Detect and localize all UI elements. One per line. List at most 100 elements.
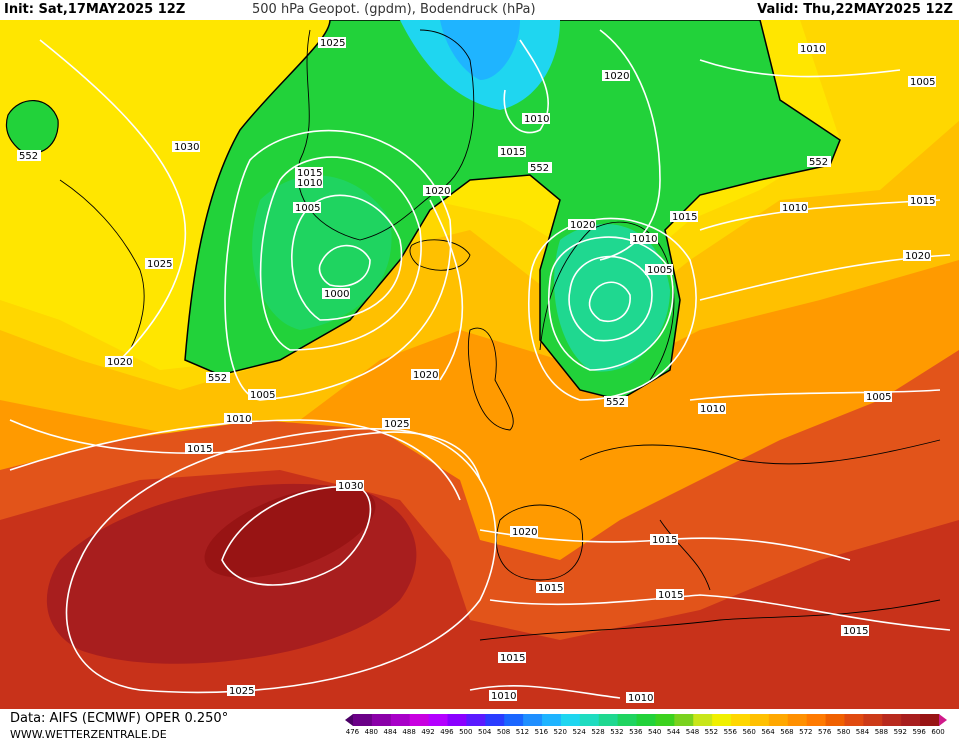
legend-swatch [447,714,467,726]
legend-swatch [409,714,430,726]
isobar-label: 1010 [780,202,808,214]
isobar-label: 1000 [322,288,350,300]
svg-text:1015: 1015 [672,212,697,223]
svg-text:1005: 1005 [295,203,320,214]
legend-swatch [844,714,864,726]
britain-coast [467,327,514,431]
greenland-coast [297,29,475,241]
svg-text:1015: 1015 [910,196,935,207]
legend-arrow-right [939,714,947,726]
legend-tick-label: 520 [553,728,567,736]
isobar-label: 1015 [841,625,869,637]
isobar-label: 1025 [145,258,173,270]
svg-text:1020: 1020 [512,527,537,538]
legend-tick-label: 564 [761,728,775,736]
legend-tick-label: 516 [534,728,549,736]
svg-text:1025: 1025 [320,38,345,49]
isobar-1020-south [9,419,461,501]
legend-tick-label: 588 [874,728,889,736]
isobar-label: 552 [17,150,41,162]
legend-swatch [485,714,505,726]
legend-tick-label: 536 [629,728,643,736]
legend-swatch [371,714,392,726]
isobar-1015 [9,419,481,481]
isobar-label: 1025 [318,37,346,49]
africa-coast [479,599,941,641]
italy-coast [659,519,711,591]
svg-text:1025: 1025 [229,686,254,697]
isobar-label: 1010 [489,690,517,702]
isobar-label: 1020 [903,250,931,262]
svg-text:1005: 1005 [250,390,275,401]
svg-text:1030: 1030 [174,142,199,153]
svg-text:1015: 1015 [500,147,525,158]
legend-tick-label: 504 [477,728,492,736]
isobar-label: 1015 [650,534,678,546]
isobar-label: 1010 [698,403,726,415]
map-canvas: 1025 1010 1020 1010 1005 552 1030 1015 1… [0,20,959,709]
isobar-label: 1020 [411,369,439,381]
legend-swatch [825,714,845,726]
isobar-1000-scand [588,281,631,322]
legend-tick-label: 600 [931,728,945,736]
isobar-label: 1015 [908,195,936,207]
isobar-label: 1020 [510,526,538,538]
legend-tick-label: 540 [648,728,662,736]
svg-text:1010: 1010 [628,693,653,704]
map-header: Init: Sat,17MAY2025 12Z 500 hPa Geopot. … [0,0,959,20]
color-legend [345,714,947,726]
legend-tick-label: 544 [666,728,681,736]
svg-text:1020: 1020 [413,370,438,381]
svg-text:1010: 1010 [297,178,322,189]
legend-tick-label: 576 [818,728,832,736]
legend-swatch [428,714,449,726]
legend-tick-label: 552 [704,728,719,736]
isobar-1010-low [259,156,422,351]
isobar-label: 1015 [656,589,684,601]
map-footer: Data: AIFS (ECMWF) OPER 0.250° WWW.WETTE… [0,709,959,741]
legend-tick-label: 508 [496,728,511,736]
isobar-label: 1010 [295,177,323,189]
labrador-coast [59,179,145,351]
legend-tick-label: 548 [685,728,700,736]
map-title: 500 hPa Geopot. (gpdm), Bodendruck (hPa) [252,2,536,17]
low-green-west [5,100,59,154]
iberia-coast [496,504,584,581]
legend-swatch [731,714,751,726]
init-time: Init: Sat,17MAY2025 12Z [4,2,186,17]
legend-swatch [504,714,524,726]
legend-tick-label: 484 [383,728,397,736]
legend-swatch [674,714,694,726]
isobar-label: 1005 [248,389,276,401]
legend-tick-label: 596 [912,728,926,736]
isobar-1005-low [291,194,403,321]
isobar-1010-arctic [503,39,550,134]
svg-text:1010: 1010 [782,203,807,214]
isobar-1010-ne [699,59,901,78]
svg-text:1025: 1025 [384,419,409,430]
isobar-1005-scand [568,255,653,342]
legend-swatch [712,714,732,726]
legend-swatch [636,714,656,726]
legend-swatch [806,714,827,726]
legend-tick-label: 592 [893,728,907,736]
legend-tick-label: 568 [780,728,794,736]
svg-text:1015: 1015 [538,583,563,594]
isobar-1000-low [318,244,371,287]
svg-text:1010: 1010 [632,234,657,245]
legend-swatch [655,714,675,726]
isobar-label: 1015 [498,146,526,158]
isobar-labels: 1025 1010 1020 1010 1005 552 1030 1015 1… [17,37,936,704]
legend-tick-label: 524 [572,728,586,736]
svg-text:1005: 1005 [647,265,672,276]
legend-tick-label: 512 [515,728,530,736]
legend-tick-label: 500 [459,728,473,736]
svg-text:1010: 1010 [524,114,549,125]
svg-text:1010: 1010 [700,404,725,415]
isobar-label: 1020 [568,219,596,231]
isobar-1020-atl [429,199,464,381]
low-scandinavia-core [554,224,670,372]
legend-tick-label: 488 [402,728,416,736]
svg-text:552: 552 [809,157,828,168]
legend-tick-label: 532 [610,728,624,736]
